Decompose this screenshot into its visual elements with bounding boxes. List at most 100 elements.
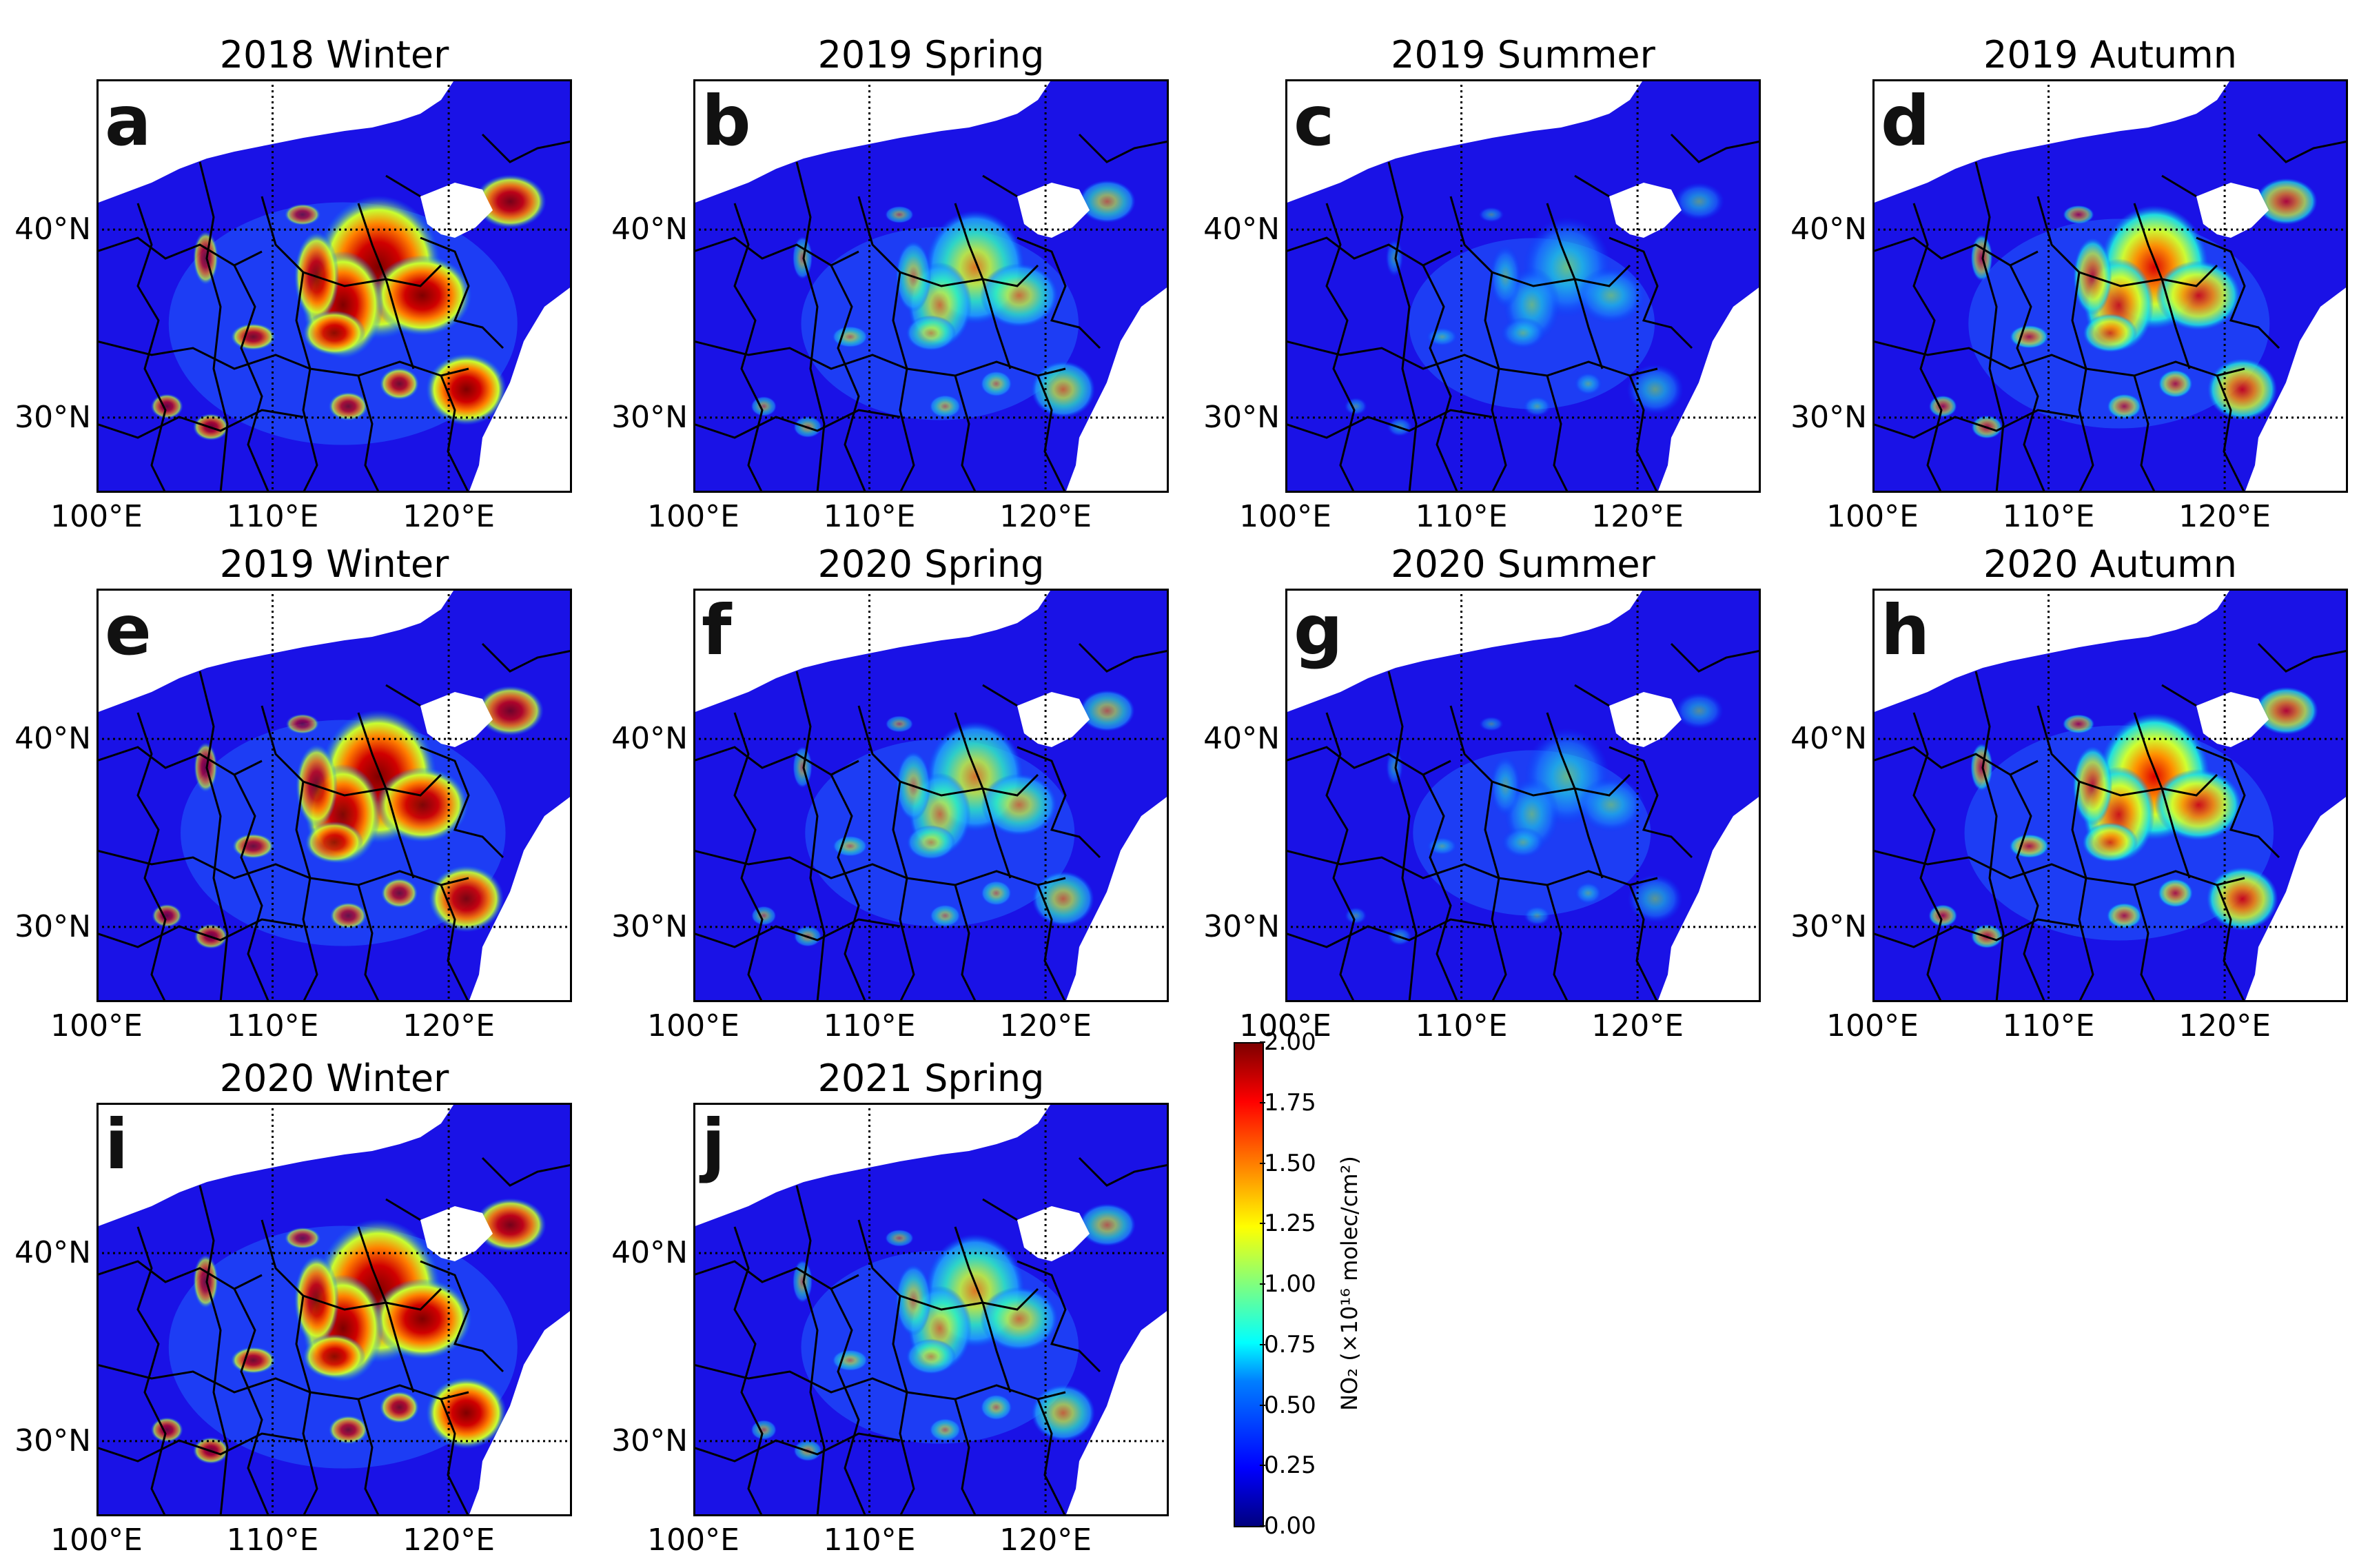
latitude-label: 40°N	[1203, 212, 1280, 247]
panel-title: 2021 Spring	[817, 1057, 1045, 1100]
province-border	[2085, 360, 2245, 377]
map-frame	[96, 589, 572, 1002]
map-frame	[693, 589, 1169, 1002]
no2-hotspot	[329, 902, 367, 929]
no2-hotspot	[793, 1260, 813, 1303]
panel-letter: f	[702, 590, 732, 671]
province-border	[2161, 174, 2197, 198]
sea	[1017, 692, 1090, 747]
province-border	[96, 1363, 311, 1394]
no2-hotspot	[1674, 182, 1724, 221]
masked-area	[96, 79, 455, 203]
no2-hotspot	[1577, 777, 1645, 833]
no2-hotspot	[2107, 903, 2142, 928]
province-border	[857, 705, 915, 1002]
province-border	[1628, 375, 1659, 493]
no2-hotspot	[193, 1254, 218, 1309]
province-border	[1285, 409, 1493, 439]
masked-area	[96, 589, 455, 713]
sea	[1600, 589, 1761, 1002]
no2-hotspot	[980, 1394, 1012, 1421]
longitude-label: 100°E	[1239, 499, 1331, 534]
map-panel-g: 2020 Summer g 40°N 30°N 100°E 110°E 120°E	[1189, 540, 1761, 1054]
no2-hotspot	[474, 174, 547, 229]
province-border	[385, 1198, 421, 1221]
no2-map: h	[1872, 589, 2348, 1002]
province-border	[440, 884, 470, 1002]
longitude-label: 100°E	[50, 499, 143, 534]
province-border	[1912, 712, 1943, 1002]
no2-hotspot	[980, 1287, 1059, 1351]
province-border	[357, 375, 380, 493]
province-border	[954, 1398, 977, 1516]
map-panel-b: 2019 Spring b 40°N 30°N 100°E 110°E 120°E	[597, 31, 1169, 544]
no2-hotspot	[930, 904, 961, 927]
province-border	[981, 1302, 1012, 1393]
province-border	[1387, 671, 1418, 1002]
panel-letter: d	[1881, 81, 1930, 161]
no2-hotspot	[1079, 180, 1136, 223]
sea	[2187, 79, 2348, 493]
no2-hotspot	[328, 1415, 369, 1445]
colorbar-tick: 1.75	[1260, 1088, 1316, 1117]
no2-hotspot	[150, 394, 183, 419]
sea	[2187, 589, 2348, 1002]
panel-title: 2019 Summer	[1391, 33, 1655, 77]
province-border	[261, 196, 318, 493]
latitude-label: 40°N	[14, 721, 91, 757]
province-border	[136, 712, 167, 1002]
no2-map: i	[96, 1103, 572, 1516]
province-border	[1036, 1398, 1067, 1516]
province-border	[1078, 133, 1169, 163]
province-border	[385, 684, 421, 707]
panel-letter: c	[1294, 81, 1335, 161]
province-border	[693, 236, 859, 267]
no2-hotspot	[2009, 834, 2050, 858]
no2-hotspot	[981, 880, 1012, 906]
province-border	[1872, 236, 2039, 267]
province-border	[481, 1157, 572, 1187]
map-panel-f: 2020 Spring f 40°N 30°N 100°E 110°E 120°E	[597, 540, 1169, 1054]
masked-area	[96, 1103, 455, 1227]
no2-hotspot	[285, 203, 320, 225]
colorbar-tick: 1.50	[1260, 1149, 1316, 1177]
no2-hotspot	[906, 315, 957, 351]
no2-hotspot	[793, 236, 813, 279]
province-border	[733, 203, 764, 493]
panel-letter: g	[1294, 590, 1343, 671]
province-border	[2161, 788, 2191, 879]
province-border	[309, 870, 469, 886]
no2-hotspot	[379, 367, 420, 400]
no2-hotspot	[832, 326, 868, 348]
longitude-label: 110°E	[226, 1523, 319, 1558]
no2-hotspot	[1478, 207, 1504, 223]
sea	[2196, 692, 2269, 747]
province-border	[906, 870, 1066, 886]
latitude-label: 40°N	[1790, 721, 1867, 757]
no2-hotspot	[285, 1227, 320, 1249]
no2-hotspot	[2063, 714, 2094, 734]
no2-map: b	[693, 79, 1169, 493]
province-border	[1449, 705, 1507, 1002]
no2-hotspot	[230, 323, 276, 351]
province-border	[96, 1260, 263, 1290]
colorbar-tick: 1.25	[1260, 1210, 1316, 1238]
map-panel-c: 2019 Summer c 40°N 30°N 100°E 110°E 120°E	[1189, 31, 1761, 544]
latitude-label: 40°N	[611, 1235, 688, 1271]
panel-letter: h	[1881, 590, 1930, 671]
sea	[420, 1206, 493, 1261]
panel-title: 2019 Spring	[817, 33, 1045, 77]
no2-hotspot	[2107, 394, 2142, 419]
panel-letter: b	[702, 81, 751, 161]
province-border	[1609, 236, 1693, 349]
map-frame	[96, 79, 572, 493]
no2-hotspot	[1928, 904, 1957, 927]
no2-hotspot	[1675, 692, 1724, 729]
no2-hotspot	[1345, 907, 1367, 924]
latitude-label: 30°N	[1203, 908, 1280, 944]
province-border	[420, 236, 504, 349]
no2-hotspot	[1031, 360, 1096, 418]
no2-hotspot	[303, 1334, 366, 1379]
province-border	[733, 1226, 764, 1516]
province-border	[1036, 375, 1067, 493]
